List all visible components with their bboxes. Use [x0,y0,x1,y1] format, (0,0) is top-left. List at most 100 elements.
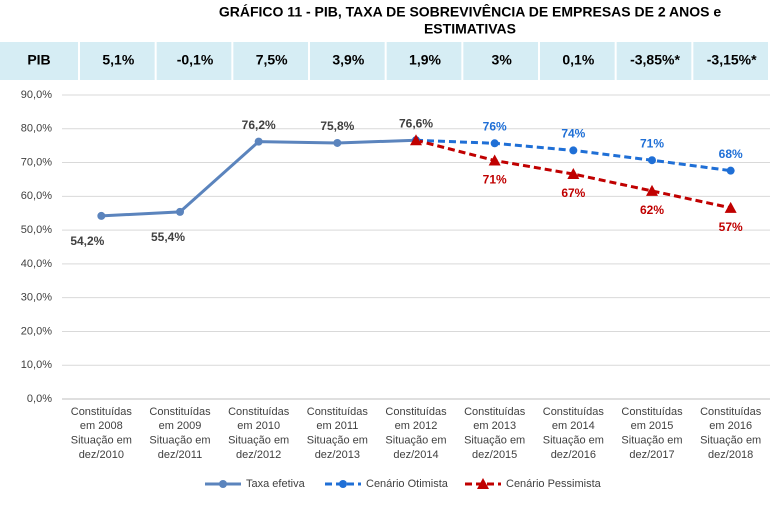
y-tick-label: 20,0% [21,325,52,337]
table-cell [310,42,385,80]
x-tick-label: dez/2013 [315,449,360,461]
x-tick-label: em 2014 [552,420,595,432]
x-tick-label: em 2010 [237,420,280,432]
y-tick-label: 60,0% [21,190,52,202]
data-point [254,137,263,146]
data-label: 67% [561,186,585,200]
data-label: 76,6% [399,116,433,130]
y-tick-label: 30,0% [21,292,52,304]
x-tick-label: Constituídas [307,406,369,418]
y-tick-label: 40,0% [21,258,52,270]
data-point [646,184,658,196]
x-tick-label: dez/2011 [158,449,202,461]
x-tick-label: em 2015 [631,420,674,432]
y-tick-label: 80,0% [21,123,52,135]
data-point [726,166,735,175]
x-tick-label: dez/2012 [236,449,281,461]
y-tick-label: 70,0% [21,156,52,168]
data-point [176,207,184,216]
table-cell [616,42,692,80]
table-cell-text: 3,9% [332,52,364,68]
table-cell [540,42,615,80]
x-tick-label: Constituídas [71,406,133,418]
table-cell-text: -3,15%* [707,52,757,68]
data-point [410,134,422,146]
table-cell [156,42,232,80]
x-tick-label: dez/2015 [472,449,517,461]
table-cell [386,42,462,80]
x-tick-label: Constituídas [621,406,683,418]
data-point [333,138,342,147]
chart-title: ESTIMATIVAS [424,21,516,37]
table-cell-text: -0,1% [177,52,214,68]
y-tick-label: 50,0% [21,224,52,236]
table-cell-text: 5,1% [102,52,134,68]
x-tick-label: Constituídas [464,406,526,418]
x-tick-label: Situação em [385,435,446,447]
data-point [648,156,656,165]
table-cell [463,42,538,80]
data-point [567,168,580,180]
x-tick-label: Situação em [307,435,368,447]
x-tick-label: Situação em [543,435,604,447]
data-label: 68% [719,147,743,161]
table-header: PIB [27,52,50,68]
series-line [415,138,731,210]
x-tick-label: dez/2014 [393,449,438,461]
x-tick-label: dez/2017 [629,449,674,461]
x-tick-label: Situação em [228,435,289,447]
x-tick-label: Situação em [71,435,132,447]
legend-marker [339,480,347,488]
x-tick-label: em 2013 [473,420,516,432]
series-line [415,138,731,173]
data-label: 74% [561,127,585,141]
x-tick-label: dez/2010 [79,449,124,461]
series-line [101,138,417,218]
legend-marker [219,480,227,488]
table-cell-text: 1,9% [409,52,441,68]
chart-title: GRÁFICO 11 - PIB, TAXA DE SOBREVIVÊNCIA … [219,3,721,20]
table-cell [233,42,308,80]
table-cell [0,42,78,80]
x-tick-label: Situação em [700,435,761,447]
x-tick-label: Constituídas [543,406,605,418]
table-cell [693,42,768,80]
data-point [569,146,578,155]
x-tick-label: Situação em [149,435,210,447]
data-label: 76% [483,119,507,133]
data-label: 76,2% [242,118,276,132]
data-label: 62% [640,203,664,217]
x-tick-label: em 2009 [159,420,202,432]
x-tick-label: Constituídas [700,406,762,418]
x-tick-label: dez/2018 [708,449,753,461]
data-label: 71% [483,173,507,187]
table-cell-text: 0,1% [562,52,594,68]
y-tick-label: 90,0% [21,89,52,101]
data-label: 71% [640,136,664,150]
data-label: 55,4% [151,230,185,244]
legend-marker [477,478,489,489]
table-cell-text: 3% [492,52,513,68]
legend-label: Taxa efetiva [246,478,306,490]
x-tick-label: dez/2016 [551,449,596,461]
table-cell-text: 7,5% [256,52,288,68]
data-point [97,211,106,220]
x-tick-label: em 2008 [80,420,123,432]
table-cell [80,42,155,80]
data-point [724,201,737,213]
data-point [490,139,499,148]
x-tick-label: Constituídas [149,406,211,418]
x-tick-label: em 2011 [316,420,358,432]
x-tick-label: Situação em [621,435,682,447]
data-label: 75,8% [320,119,354,133]
x-tick-label: em 2012 [395,420,438,432]
data-label: 57% [719,220,743,234]
x-tick-label: em 2016 [709,420,752,432]
x-tick-label: Situação em [464,435,525,447]
x-tick-label: Constituídas [228,406,290,418]
data-point [488,154,501,166]
data-label: 54,2% [70,234,104,248]
table-cell-text: -3,85%* [630,52,680,68]
x-tick-label: Constituídas [385,406,447,418]
